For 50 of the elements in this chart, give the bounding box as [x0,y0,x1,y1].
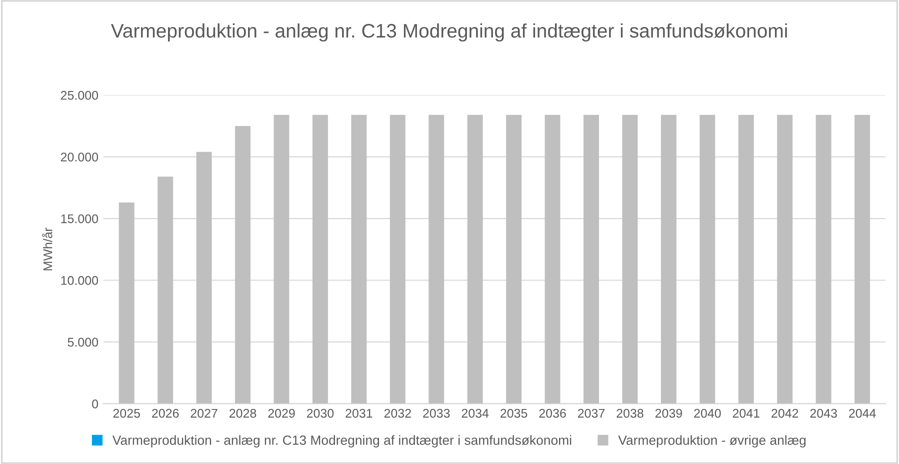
bar [196,152,212,404]
bar [622,114,638,404]
bar [351,114,367,404]
legend-label: Varmeproduktion - øvrige anlæg [618,435,806,448]
x-tick-label: 2034 [462,408,489,418]
bar [660,114,676,404]
x-tick-label: 2042 [772,408,798,418]
x-tick-label: 2043 [810,408,837,418]
y-tick-label: 0 [92,399,98,408]
x-tick-label: 2041 [732,408,760,418]
x-tick-label: 2030 [306,408,334,418]
x-tick-label: 2026 [152,408,179,418]
bar [700,114,716,404]
bar [390,114,406,404]
x-tick-label: 2036 [539,408,566,418]
y-tick-label: 25.000 [60,90,98,100]
x-tick-label: 2033 [423,408,450,418]
x-tick-label: 2029 [268,408,295,418]
bar [312,114,328,404]
x-tick-label: 2035 [500,408,528,418]
bar [584,114,599,404]
x-tick-label: 2039 [655,408,682,418]
bar [158,176,174,404]
x-tick-label: 2028 [230,408,256,418]
bar [467,114,483,404]
y-tick-label: 10.000 [61,276,98,285]
y-tick-label: 5.000 [68,338,98,347]
bar [428,114,444,404]
bar [738,114,754,404]
y-axis-title: MWh/år [42,228,52,270]
x-tick-label: 2027 [190,408,218,418]
bar [506,114,522,404]
x-tick-label: 2031 [346,408,372,418]
x-tick-label: 2032 [384,408,411,418]
y-tick-label: 15.000 [61,214,98,224]
bar [274,114,290,404]
chart-title: Varmeproduktion - anlæg nr. C13 Modregning af indtægter i samfundsøkonomi [110,23,787,42]
x-tick-label: 2025 [113,408,140,418]
x-tick-label: 2038 [616,408,644,418]
bar [777,114,793,404]
y-tick-label: 20.000 [60,152,98,162]
x-tick-label: 2044 [849,408,876,418]
bar [544,114,560,404]
bar [235,126,251,404]
bar [854,114,870,404]
legend-label: Varmeproduktion - anlæg nr. C13 Modregning af indtægter i samfundsøkonomi [112,435,572,448]
x-tick-label: 2037 [578,408,605,418]
bar [118,202,134,404]
bar [816,114,832,404]
x-tick-label: 2040 [694,408,721,418]
